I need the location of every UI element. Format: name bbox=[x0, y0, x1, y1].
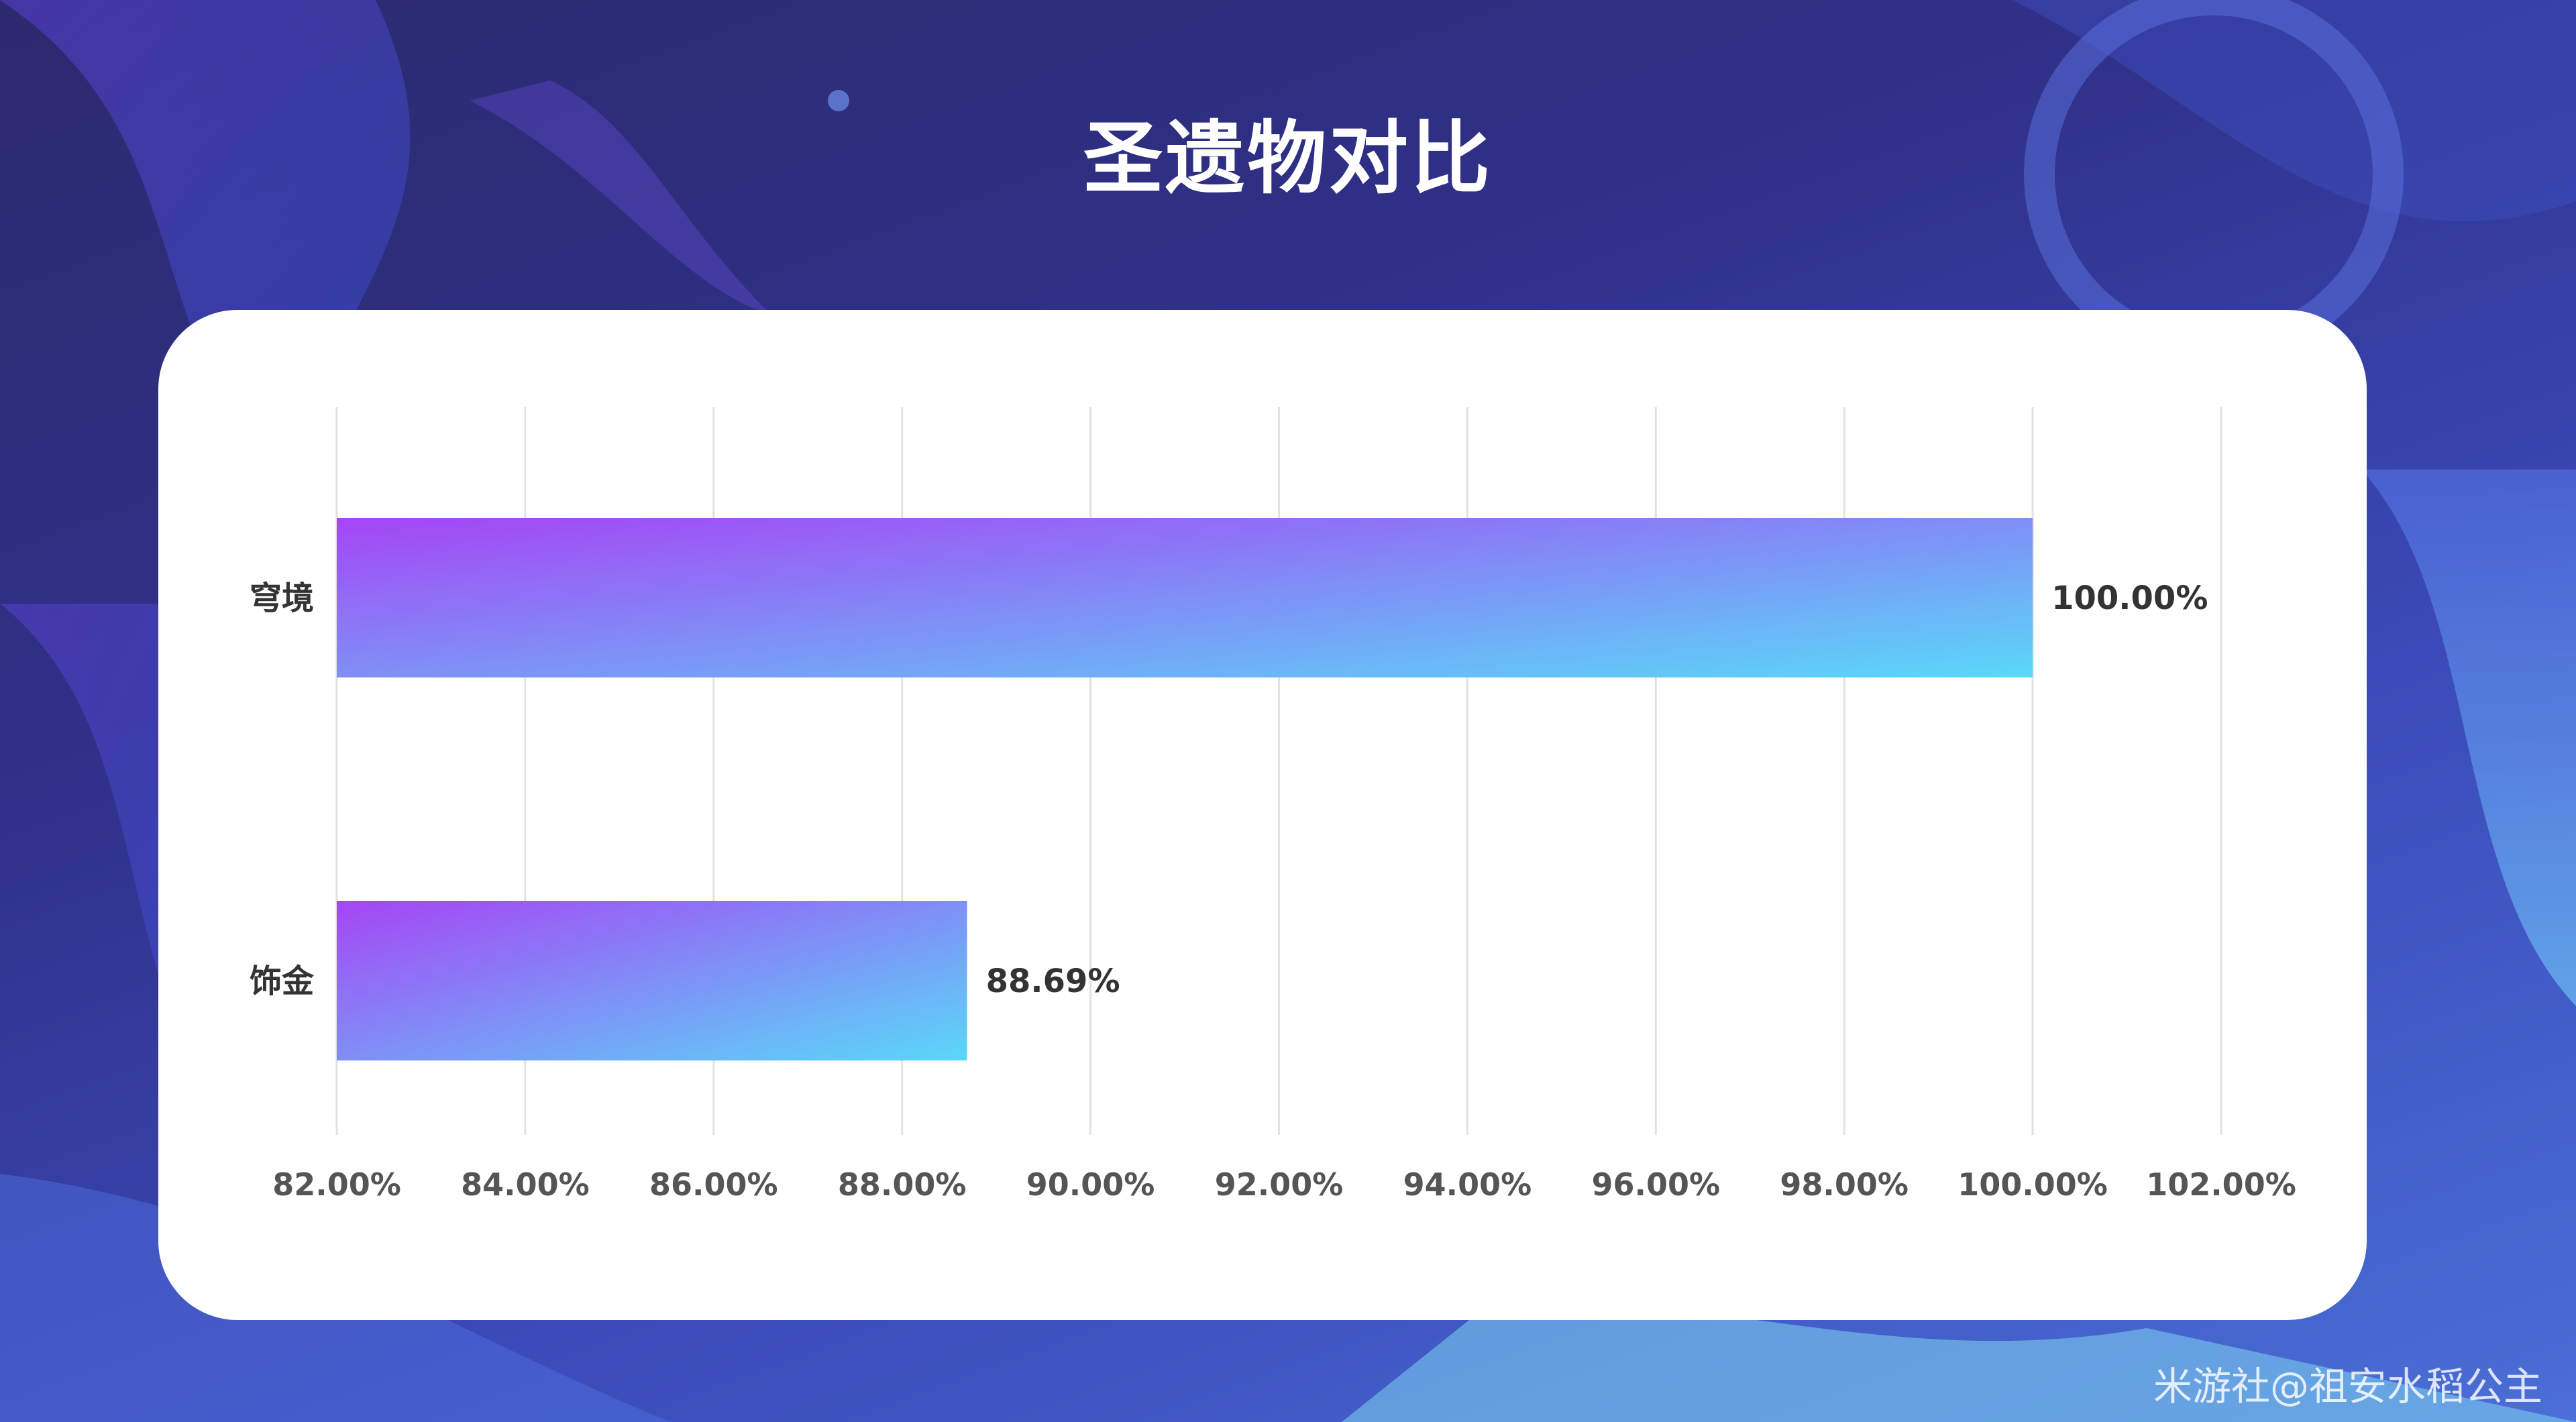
x-tick-label: 96.00% bbox=[1592, 1166, 1721, 1203]
page-title: 圣遗物对比 bbox=[1083, 112, 1493, 205]
data-label: 100.00% bbox=[2051, 580, 2208, 617]
x-tick-label: 84.00% bbox=[461, 1166, 590, 1203]
bar bbox=[337, 901, 967, 1060]
watermark: 米游社@祖安水稻公主 bbox=[2153, 1364, 2542, 1409]
category-label: 饰金 bbox=[250, 963, 315, 1000]
x-tick-label: 100.00% bbox=[1957, 1166, 2108, 1203]
x-tick-label: 88.00% bbox=[838, 1166, 967, 1203]
bars bbox=[337, 518, 2033, 1060]
bar-chart: 82.00% 84.00% 86.00% 88.00% 90.00% 92.00% 94.0… bbox=[250, 407, 2296, 1203]
x-tick-label: 98.00% bbox=[1780, 1166, 1909, 1203]
x-tick-label: 86.00% bbox=[649, 1166, 778, 1203]
labels: 82.00% 84.00% 86.00% 88.00% 90.00% 92.00% 94.0… bbox=[250, 580, 2296, 1203]
x-tick-label: 82.00% bbox=[272, 1166, 401, 1203]
x-tick-label: 94.00% bbox=[1403, 1166, 1532, 1203]
x-tick-label: 102.00% bbox=[2146, 1166, 2296, 1203]
x-tick-label: 90.00% bbox=[1026, 1166, 1155, 1203]
category-label: 穹境 bbox=[250, 580, 314, 617]
x-tick-label: 92.00% bbox=[1215, 1166, 1344, 1203]
bar bbox=[337, 518, 2033, 677]
data-label: 88.69% bbox=[986, 963, 1120, 1000]
chart-card: 82.00% 84.00% 86.00% 88.00% 90.00% 92.00% 94.0… bbox=[158, 310, 2367, 1320]
